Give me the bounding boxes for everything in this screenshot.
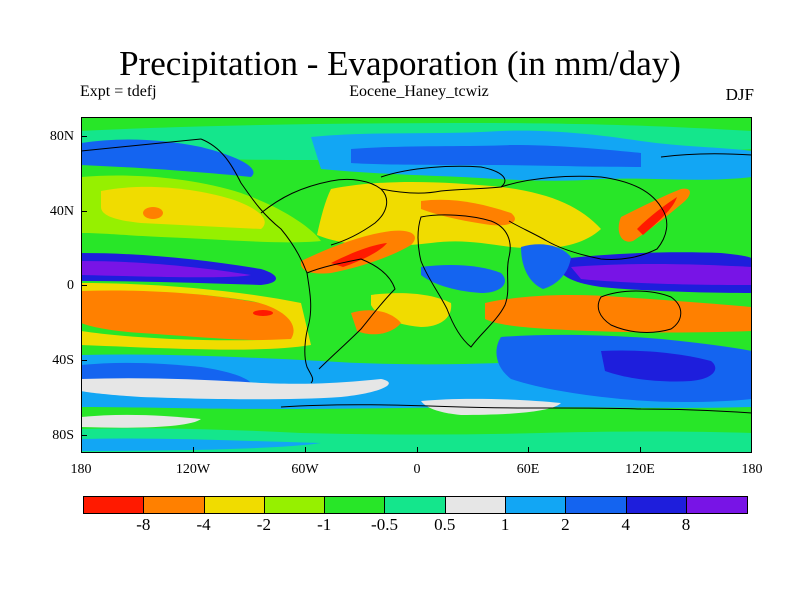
- coast-south-america: [306, 258, 396, 370]
- field-nwpacific-red: [637, 197, 677, 235]
- field-africa-blue: [421, 265, 505, 293]
- coast-asia: [500, 175, 668, 260]
- coast-australia: [597, 290, 682, 333]
- colorbar-box: [144, 497, 205, 513]
- field-arctic: [81, 117, 752, 125]
- lat-label-40s: 40S: [52, 353, 74, 368]
- experiment-label: Expt = tdefj: [80, 83, 157, 100]
- field-spacific-red: [253, 310, 273, 316]
- colorbar: [83, 496, 749, 514]
- field-itcz-east-purple: [571, 264, 752, 285]
- lat-label-40n: 40N: [49, 204, 74, 219]
- field-spacific-orange: [81, 289, 305, 341]
- lat-label-80s: 80S: [52, 428, 74, 443]
- field-sahara-orange: [421, 199, 515, 226]
- field-indian-blue: [521, 244, 571, 289]
- lon-label-60w: 60W: [291, 462, 319, 477]
- colorbar-box: [325, 497, 386, 513]
- lon-tick: [193, 447, 194, 453]
- colorbar-box: [204, 497, 265, 513]
- lat-label-0: 0: [67, 278, 74, 293]
- lon-label-180e: 180: [741, 462, 763, 477]
- lon-tick: [417, 447, 418, 453]
- colorbar-box: [445, 497, 507, 513]
- field-south-gray-2: [421, 398, 561, 415]
- lon-label-120e: 120E: [625, 462, 655, 477]
- colorbar-label: 8: [681, 515, 691, 534]
- field-natlantic-blue: [351, 145, 641, 167]
- coast-europe: [380, 165, 506, 194]
- lon-label-0: 0: [413, 462, 421, 477]
- coast-arctic-west: [81, 138, 202, 152]
- field-npacific-yellow: [101, 186, 265, 229]
- colorbar-label: -8: [136, 515, 151, 534]
- lat-tick: [81, 136, 87, 137]
- lat-tick: [81, 435, 87, 436]
- lat-tick: [81, 211, 87, 212]
- field-atlantic-red: [331, 243, 387, 267]
- colorbar-label: -4: [196, 515, 211, 534]
- field-itcz-west-purple: [81, 261, 251, 278]
- chart-title: Precipitation - Evaporation (in mm/day): [119, 44, 681, 83]
- lon-label-180w: 180: [70, 462, 92, 477]
- lon-tick: [640, 447, 641, 453]
- colorbar-box: [566, 497, 627, 513]
- field-spacific-yellow: [81, 283, 311, 350]
- run-name-label: Eocene_Haney_tcwiz: [349, 83, 489, 100]
- lon-label-60e: 60E: [516, 462, 540, 477]
- coast-arctic-east: [660, 153, 752, 158]
- precip-evap-map: [81, 117, 752, 453]
- map-field-svg: [81, 117, 752, 453]
- colorbar-box: [264, 497, 326, 513]
- lat-tick: [81, 360, 87, 361]
- season-label: DJF: [725, 85, 754, 104]
- colorbar-label: -1: [317, 515, 332, 534]
- field-southern-darkblue: [601, 350, 716, 382]
- coast-africa: [417, 214, 511, 348]
- coast-antarctica: [280, 404, 752, 414]
- coast-north-america: [260, 178, 388, 246]
- colorbar-box: [84, 497, 145, 513]
- colorbar-box: [686, 497, 748, 513]
- lon-tick: [528, 447, 529, 453]
- field-npacific-orange: [143, 207, 163, 219]
- field-npacific-blue: [81, 139, 254, 177]
- field-sindian-orange: [485, 295, 752, 333]
- field-antarctic-blue: [81, 438, 321, 451]
- colorbar-label: 2: [561, 515, 570, 534]
- lon-label-120w: 120W: [175, 462, 211, 477]
- field-satlantic-orange: [351, 310, 401, 335]
- colorbar-label: 4: [621, 515, 630, 534]
- colorbar-label: 0.5: [434, 515, 456, 534]
- colorbar-box: [626, 497, 687, 513]
- colorbar-box: [506, 497, 567, 513]
- field-south-gray: [81, 378, 389, 400]
- lon-tick: [305, 447, 306, 453]
- colorbar-box: [385, 497, 446, 513]
- colorbar-label: -0.5: [371, 515, 398, 534]
- colorbar-label: -2: [256, 515, 271, 534]
- lat-label-80n: 80N: [49, 129, 74, 144]
- lat-tick: [81, 285, 87, 286]
- colorbar-label: 1: [500, 515, 510, 534]
- coastlines: [81, 138, 752, 414]
- field-south-gray-3: [81, 414, 201, 428]
